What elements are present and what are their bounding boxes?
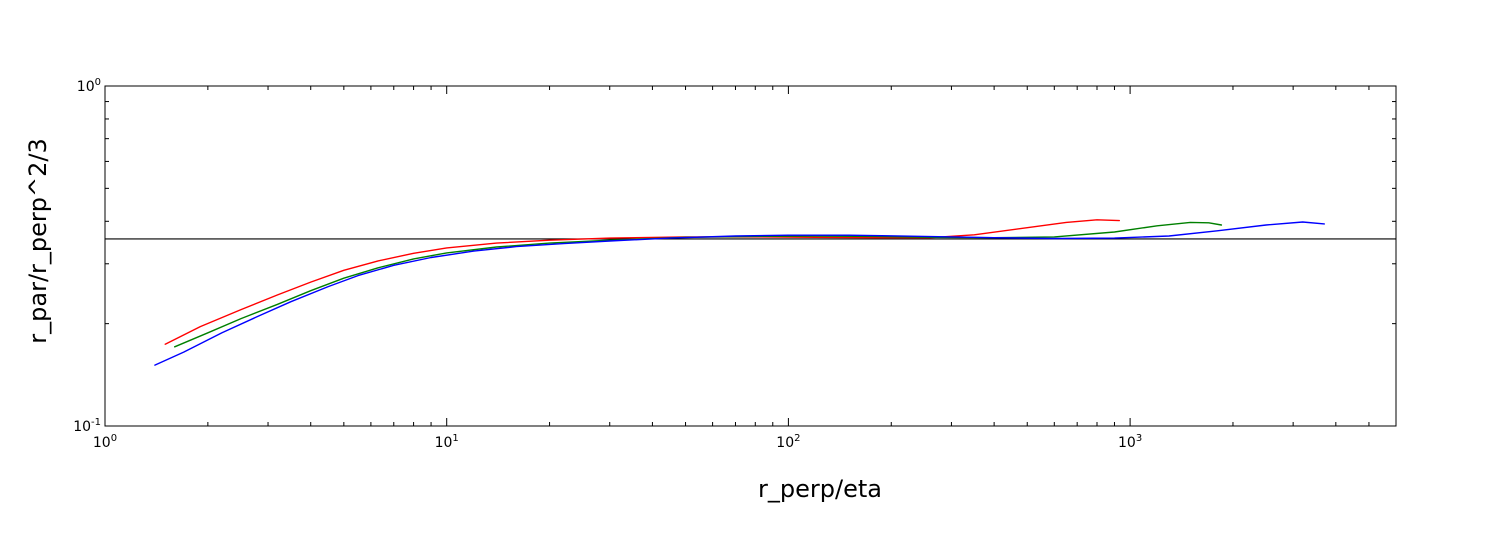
- y-tick-label: 10-1: [73, 417, 101, 435]
- x-tick-label: 101: [435, 433, 459, 451]
- plot-background: [105, 86, 1396, 426]
- minor-ticks: [105, 86, 1396, 426]
- x-tick-label: 100: [93, 433, 117, 451]
- series-line-1: [164, 219, 1121, 345]
- x-axis-title: r_perp/eta: [758, 475, 882, 503]
- x-tick-label: 103: [1118, 433, 1142, 451]
- x-tick-label: 102: [776, 433, 800, 451]
- series-line-3: [154, 221, 1326, 366]
- y-axis-title: r_par/r_perp^2/3: [24, 138, 52, 343]
- plot-frame: [104, 85, 1397, 427]
- y-tick-label: 100: [77, 77, 101, 95]
- series-group: [154, 219, 1326, 366]
